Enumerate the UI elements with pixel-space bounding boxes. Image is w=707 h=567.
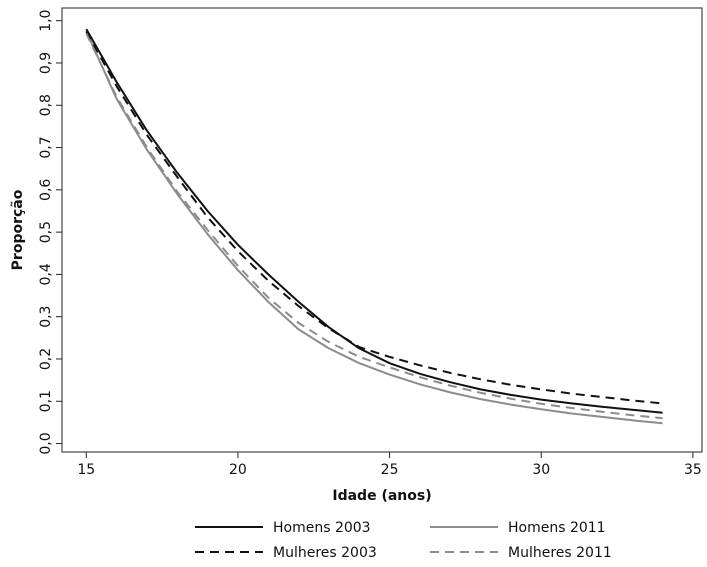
series-line-3 bbox=[85, 30, 663, 405]
y-axis: 0,0 0,1 0,2 0,3 0,4 0,5 0,6 0,7 0,8 0,9 1,0 bbox=[38, 10, 62, 455]
y-tick-label: 0,9 bbox=[38, 52, 54, 74]
series-line-4 bbox=[85, 32, 663, 420]
legend-label-4: Mulheres 2011 bbox=[508, 545, 612, 561]
y-tick-label: 0,2 bbox=[38, 348, 54, 370]
x-tick-label: 15 bbox=[77, 462, 95, 478]
x-axis-title: Idade (anos) bbox=[332, 488, 431, 504]
y-tick-label: 0,4 bbox=[38, 263, 54, 285]
x-axis: 15 20 25 30 35 bbox=[77, 452, 702, 478]
y-tick-label: 0,0 bbox=[38, 432, 54, 454]
legend-label-2: Homens 2011 bbox=[508, 520, 606, 536]
y-tick-label: 0,7 bbox=[38, 136, 54, 158]
x-tick-label: 25 bbox=[381, 462, 399, 478]
x-tick-label: 20 bbox=[229, 462, 247, 478]
y-axis-title: Proporção bbox=[10, 189, 26, 270]
legend: Homens 2003 Homens 2011 Mulheres 2003 Mulhe… bbox=[195, 520, 612, 561]
y-tick-label: 0,5 bbox=[38, 221, 54, 243]
series-line-2 bbox=[85, 30, 663, 425]
legend-label-1: Homens 2003 bbox=[273, 520, 371, 536]
legend-label-3: Mulheres 2003 bbox=[273, 545, 377, 561]
y-tick-label: 1,0 bbox=[38, 10, 54, 32]
y-tick-label: 0,8 bbox=[38, 94, 54, 116]
series-layer bbox=[85, 28, 663, 425]
x-tick-label: 30 bbox=[532, 462, 550, 478]
y-tick-label: 0,3 bbox=[38, 306, 54, 328]
x-tick-label: 35 bbox=[684, 462, 702, 478]
series-line-1 bbox=[85, 28, 663, 414]
y-tick-label: 0,1 bbox=[38, 390, 54, 412]
y-tick-label: 0,6 bbox=[38, 179, 54, 201]
plot-frame bbox=[61, 7, 703, 453]
